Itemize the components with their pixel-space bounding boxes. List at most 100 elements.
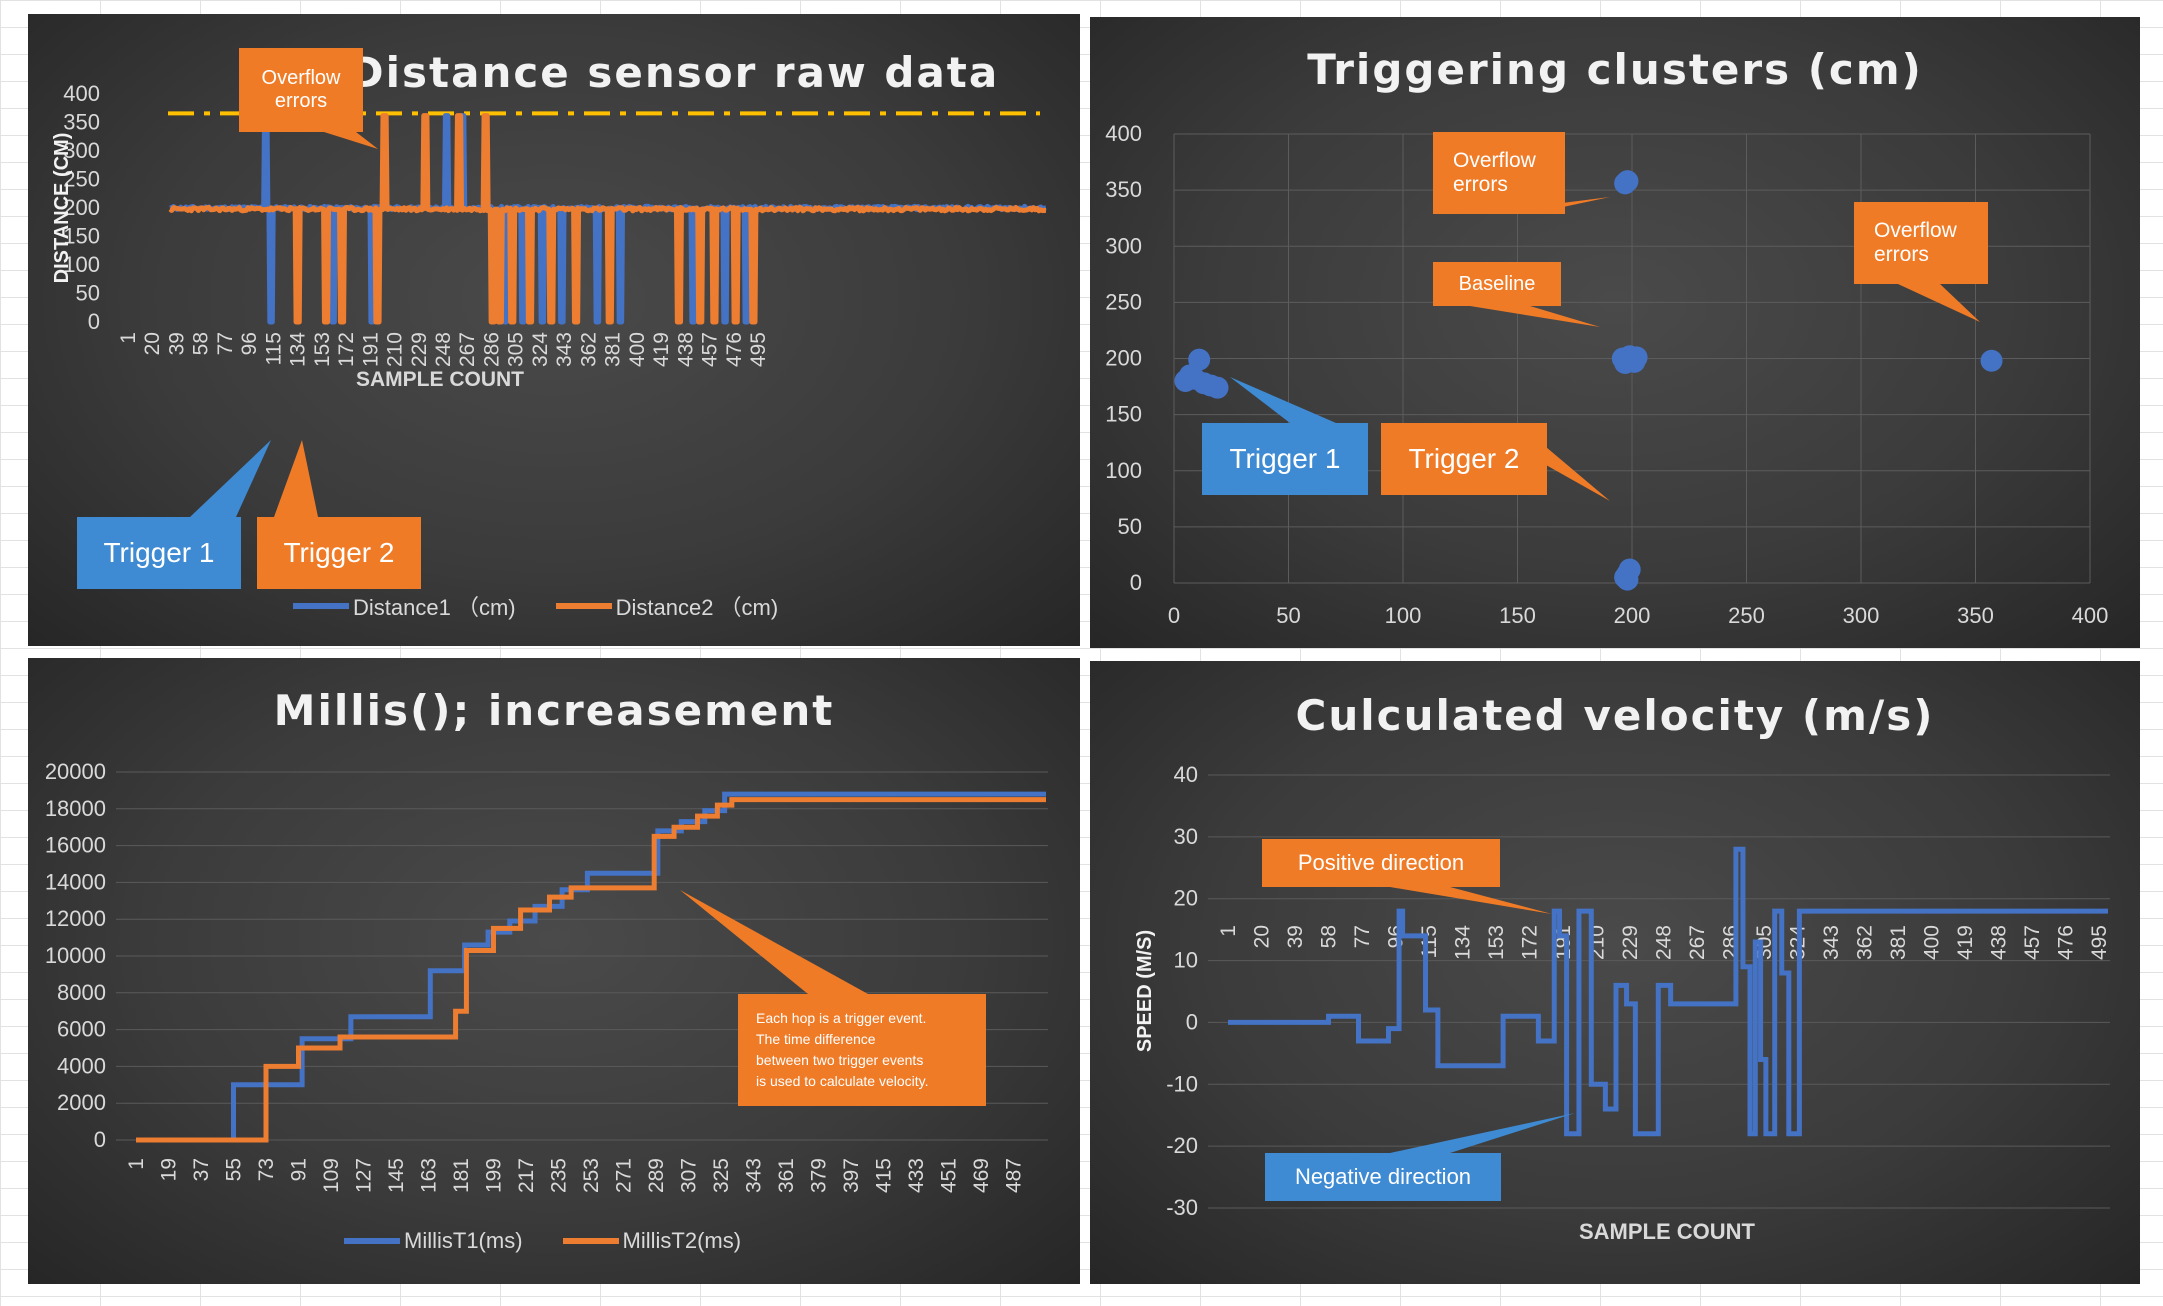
x-tick-label: 55 — [223, 1158, 246, 1181]
x-tick-label: 19 — [158, 1158, 181, 1181]
x-tick-label: 172 — [1519, 925, 1542, 960]
y-tick-label: 350 — [1105, 177, 1142, 202]
legend-label: MillisT2(ms) — [622, 1228, 742, 1253]
x-tick-label: 217 — [515, 1158, 538, 1193]
x-tick-label: 362 — [1854, 925, 1877, 960]
trigger2-callout: Trigger 2 — [1381, 423, 1547, 495]
x-tick-label: 145 — [385, 1158, 408, 1193]
callout-pointer — [190, 440, 271, 517]
x-tick-label: 181 — [450, 1158, 473, 1193]
x-tick-label: 91 — [288, 1158, 311, 1181]
y-tick-label: 350 — [63, 110, 100, 135]
note-text: The time difference — [756, 1031, 876, 1047]
x-tick-label: 400 — [626, 332, 649, 367]
y-tick-label: 0 — [94, 1127, 106, 1152]
callout-pointer — [1230, 377, 1336, 423]
y-tick-label: 0 — [1186, 1009, 1198, 1034]
x-tick-label: 451 — [938, 1158, 961, 1193]
y-tick-label: 10000 — [45, 943, 106, 968]
callout-pointer — [274, 440, 318, 517]
y-tick-label: 40 — [1174, 762, 1198, 787]
callout-text: Overflow — [261, 67, 341, 89]
y-tick-label: 10 — [1174, 948, 1198, 973]
x-axis-title: SAMPLE COUNT — [356, 368, 524, 391]
y-tick-label: -10 — [1166, 1071, 1198, 1096]
y-tick-label: 8000 — [57, 980, 106, 1005]
triggering-clusters-chart[interactable]: Triggering clusters (cm) 0 50 100 150 200 250… — [1090, 17, 2140, 648]
callout-text: errors — [1453, 173, 1508, 196]
x-tick-label: 39 — [1284, 925, 1307, 948]
y-axis-title: DISTANCE (CM) — [51, 133, 73, 284]
y-tick-label: 400 — [63, 81, 100, 106]
x-tick-label: 343 — [553, 332, 576, 367]
x-tick-label: 495 — [747, 332, 770, 367]
x-tick-label: 96 — [238, 332, 261, 355]
x-tick-label: 100 — [1385, 603, 1422, 628]
x-tick-label: 77 — [214, 332, 237, 355]
legend-item-distance1[interactable]: Distance1 （cm) — [293, 590, 516, 622]
legend-item-millis-t1[interactable]: MillisT1(ms) — [344, 1228, 523, 1254]
x-tick-label: 267 — [456, 332, 479, 367]
legend-item-distance2[interactable]: Distance2 （cm) — [555, 590, 778, 622]
x-tick-label: 271 — [613, 1158, 636, 1193]
x-tick-label: 1 — [117, 332, 140, 344]
distance-raw-plot: 0 50 100 150 200 250 300 350 400 1 20 39 58 77 96 115 13… — [51, 81, 1047, 517]
millis-increment-chart[interactable]: Millis(); increasement 0 2000 4000 6000 8000… — [28, 658, 1080, 1284]
x-tick-label: 469 — [970, 1158, 993, 1193]
x-tick-label: 325 — [710, 1158, 733, 1193]
scatter-point — [1616, 170, 1639, 193]
y-tick-label: 300 — [1105, 233, 1142, 258]
x-tick-label: 381 — [602, 332, 625, 367]
y-tick-label: 100 — [1105, 458, 1142, 483]
y-tick-label: 30 — [1174, 824, 1198, 849]
x-tick-label: 307 — [678, 1158, 701, 1193]
x-tick-label: 419 — [650, 332, 673, 367]
x-tick-label: 58 — [190, 332, 213, 355]
chart-title: Culculated velocity (m/s) — [1295, 691, 1935, 740]
chart-title: Millis(); increasement — [273, 686, 835, 735]
scatter-point — [1980, 349, 2003, 372]
positive-direction-callout: Positive direction — [1262, 839, 1500, 887]
legend-label: Distance1 （cm) — [353, 595, 516, 620]
x-tick-label: 191 — [359, 332, 382, 367]
x-tick-label: 362 — [577, 332, 600, 367]
callout-text: Overflow — [1453, 149, 1536, 172]
x-tick-label: 39 — [165, 332, 188, 355]
x-tick-label: 73 — [255, 1158, 278, 1181]
x-tick-label: 77 — [1351, 925, 1374, 948]
velocity-chart[interactable]: Culculated velocity (m/s) -30 -20 -10 0 10 20… — [1090, 661, 2140, 1284]
x-tick-label: 109 — [320, 1158, 343, 1193]
callout-text: Overflow — [1874, 219, 1957, 242]
callout-pointer — [324, 132, 378, 149]
y-tick-label: 0 — [88, 309, 100, 334]
callout-pointer — [1390, 887, 1552, 914]
x-tick-label: 476 — [2055, 925, 2078, 960]
x-tick-label: 300 — [1843, 603, 1880, 628]
x-tick-label: 37 — [190, 1158, 213, 1181]
x-tick-label: 200 — [1614, 603, 1651, 628]
legend-item-millis-t2[interactable]: MillisT2(ms) — [562, 1228, 742, 1254]
x-tick-label: 127 — [353, 1158, 376, 1193]
overflow-errors-callout: Overflow errors — [239, 48, 363, 132]
distance-raw-chart[interactable]: Distance sensor raw data 0 50 100 150 200 250… — [28, 14, 1080, 646]
legend: MillisT1(ms) MillisT2(ms) — [344, 1228, 741, 1254]
x-tick-label: 1 — [125, 1158, 148, 1170]
x-tick-label: 286 — [1720, 925, 1743, 960]
trigger-event-note: Each hop is a trigger event. The time di… — [738, 994, 986, 1106]
x-tick-label: 343 — [743, 1158, 766, 1193]
trigger2-callout: Trigger 2 — [257, 517, 421, 589]
x-tick-label: 343 — [1820, 925, 1843, 960]
baseline-callout: Baseline — [1433, 262, 1561, 306]
legend-label: MillisT1(ms) — [404, 1228, 523, 1253]
x-tick-label: 229 — [1619, 925, 1642, 960]
y-tick-label: 300 — [63, 138, 100, 163]
y-tick-label: 200 — [63, 195, 100, 220]
y-tick-label: 18000 — [45, 796, 106, 821]
x-tick-label: 250 — [1728, 603, 1765, 628]
scatter-point — [1625, 346, 1648, 369]
x-tick-label: 248 — [432, 332, 455, 367]
scatter-point — [1206, 376, 1229, 399]
x-tick-label: 248 — [1653, 925, 1676, 960]
millis-plot: 0 2000 4000 6000 8000 10000 12000 14000 16000 180… — [45, 759, 1048, 1193]
